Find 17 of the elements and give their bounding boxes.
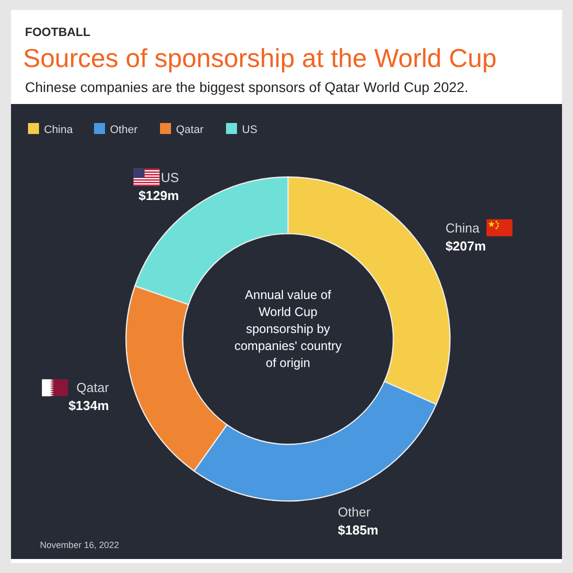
data-label: $129m [138,188,179,203]
data-label: $207m [445,238,486,254]
legend-label: Other [110,124,138,136]
data-label: $185m [338,522,378,538]
text: November 16, 2022 [40,540,120,550]
text: FOOTBALL [25,25,90,39]
chart-subtitle: Chinese companies are the biggest sponsors of Qatar World Cup 2022. [25,79,468,95]
slice-label: Other [338,504,372,520]
data-label: $134m [68,398,109,414]
chart-title: Sources of sponsorship at the World Cup [23,43,497,73]
text: Annual value of World Cup sponsorship by companies' country of origin [234,288,342,370]
slice-label: China [445,220,480,236]
legend-label: Qatar [176,124,204,136]
legend-label: China [44,124,74,136]
legend-label: US [242,124,258,136]
slice-label: Qatar [76,380,110,396]
slice-label: US [160,170,180,185]
